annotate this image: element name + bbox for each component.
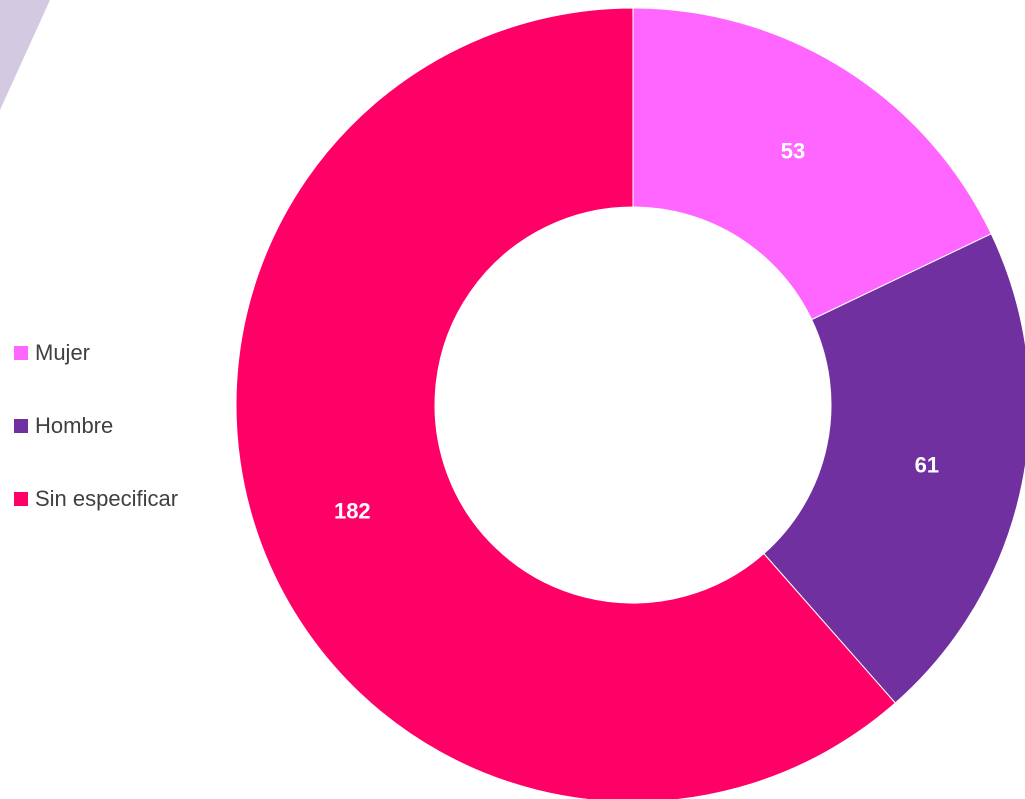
legend-item-mujer: Mujer	[14, 334, 244, 371]
legend-swatch-mujer	[14, 345, 28, 360]
legend-swatch-hombre	[14, 418, 28, 433]
slice-sin-especificar	[235, 7, 896, 799]
legend-label-hombre: Hombre	[35, 412, 114, 438]
data-label-mujer: 53	[781, 139, 805, 164]
legend-label-mujer: Mujer	[35, 339, 91, 365]
legend-swatch-sin-especificar	[14, 491, 28, 506]
legend-item-hombre: Hombre	[14, 407, 244, 444]
decorative-corner-shape	[0, 0, 50, 110]
data-label-sin-especificar: 182	[334, 498, 371, 523]
legend-item-sin-especificar: Sin especificar	[14, 480, 244, 517]
legend-label-sin-especificar: Sin especificar	[35, 485, 179, 511]
slice-mujer	[632, 7, 992, 321]
slice-hombre	[763, 233, 1025, 704]
chart-legend: Mujer Hombre Sin especificar	[14, 334, 244, 553]
data-label-hombre: 61	[915, 453, 939, 478]
